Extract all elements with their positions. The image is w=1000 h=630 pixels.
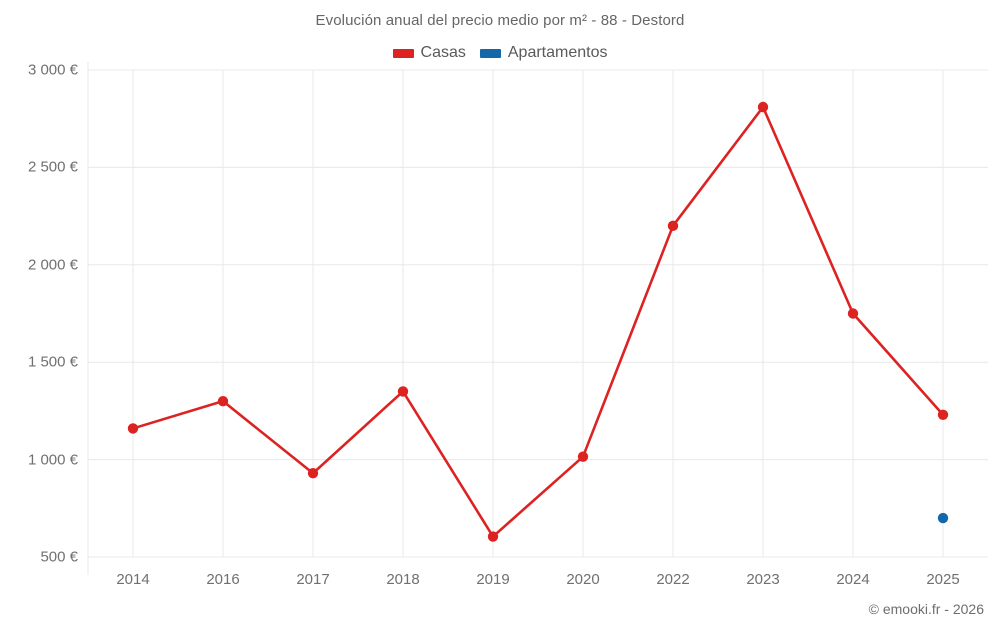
data-point-casas-2023[interactable] — [757, 101, 769, 113]
y-tick-label: 1 500 € — [27, 353, 78, 371]
x-tick-label-2022: 2022 — [656, 571, 690, 588]
footer-credit: © emooki.fr - 2026 — [868, 601, 984, 617]
legend-swatch-casas — [392, 48, 414, 58]
y-tick-label: 500 € — [40, 548, 78, 566]
y-tick-label: 1 000 € — [27, 451, 78, 469]
x-tick-label-2019: 2019 — [476, 571, 510, 588]
x-tick-label-2024: 2024 — [836, 571, 870, 588]
x-tick-label-2018: 2018 — [386, 571, 420, 588]
x-tick-label-2016: 2016 — [206, 571, 240, 588]
x-tick-label-2014: 2014 — [116, 571, 150, 588]
legend-swatch-apartamentos — [479, 48, 501, 58]
chart-legend: Casas Apartamentos — [0, 44, 1000, 62]
x-tick-label-2025: 2025 — [926, 571, 960, 588]
series-line-casas — [131, 105, 945, 538]
data-point-casas-2016[interactable] — [217, 395, 229, 407]
legend-entry-casas[interactable]: Casas — [392, 44, 466, 62]
x-tick-label-2017: 2017 — [296, 571, 330, 588]
chart-title: Evolución anual del precio medio por m² … — [315, 12, 685, 29]
legend-entry-apartamentos[interactable]: Apartamentos — [479, 44, 608, 62]
y-tick-label: 2 000 € — [27, 256, 78, 274]
data-point-casas-2014[interactable] — [127, 423, 139, 434]
data-point-casas-2025[interactable] — [937, 409, 949, 420]
x-tick-label-2023: 2023 — [746, 571, 780, 588]
legend-label-casas: Casas — [420, 44, 466, 61]
data-point-casas-2022[interactable] — [667, 220, 679, 232]
data-point-casas-2017[interactable] — [307, 468, 319, 479]
data-point-apartamentos-2025[interactable] — [937, 512, 949, 524]
data-point-casas-2018[interactable] — [397, 386, 409, 397]
legend-label-apartamentos: Apartamentos — [507, 44, 608, 61]
data-point-casas-2024[interactable] — [847, 308, 859, 319]
data-point-casas-2020[interactable] — [577, 451, 589, 462]
y-tick-label: 2 500 € — [27, 158, 78, 176]
data-point-casas-2019[interactable] — [487, 531, 499, 542]
x-tick-label-2020: 2020 — [566, 571, 600, 588]
y-tick-label: 3 000 € — [27, 61, 78, 79]
